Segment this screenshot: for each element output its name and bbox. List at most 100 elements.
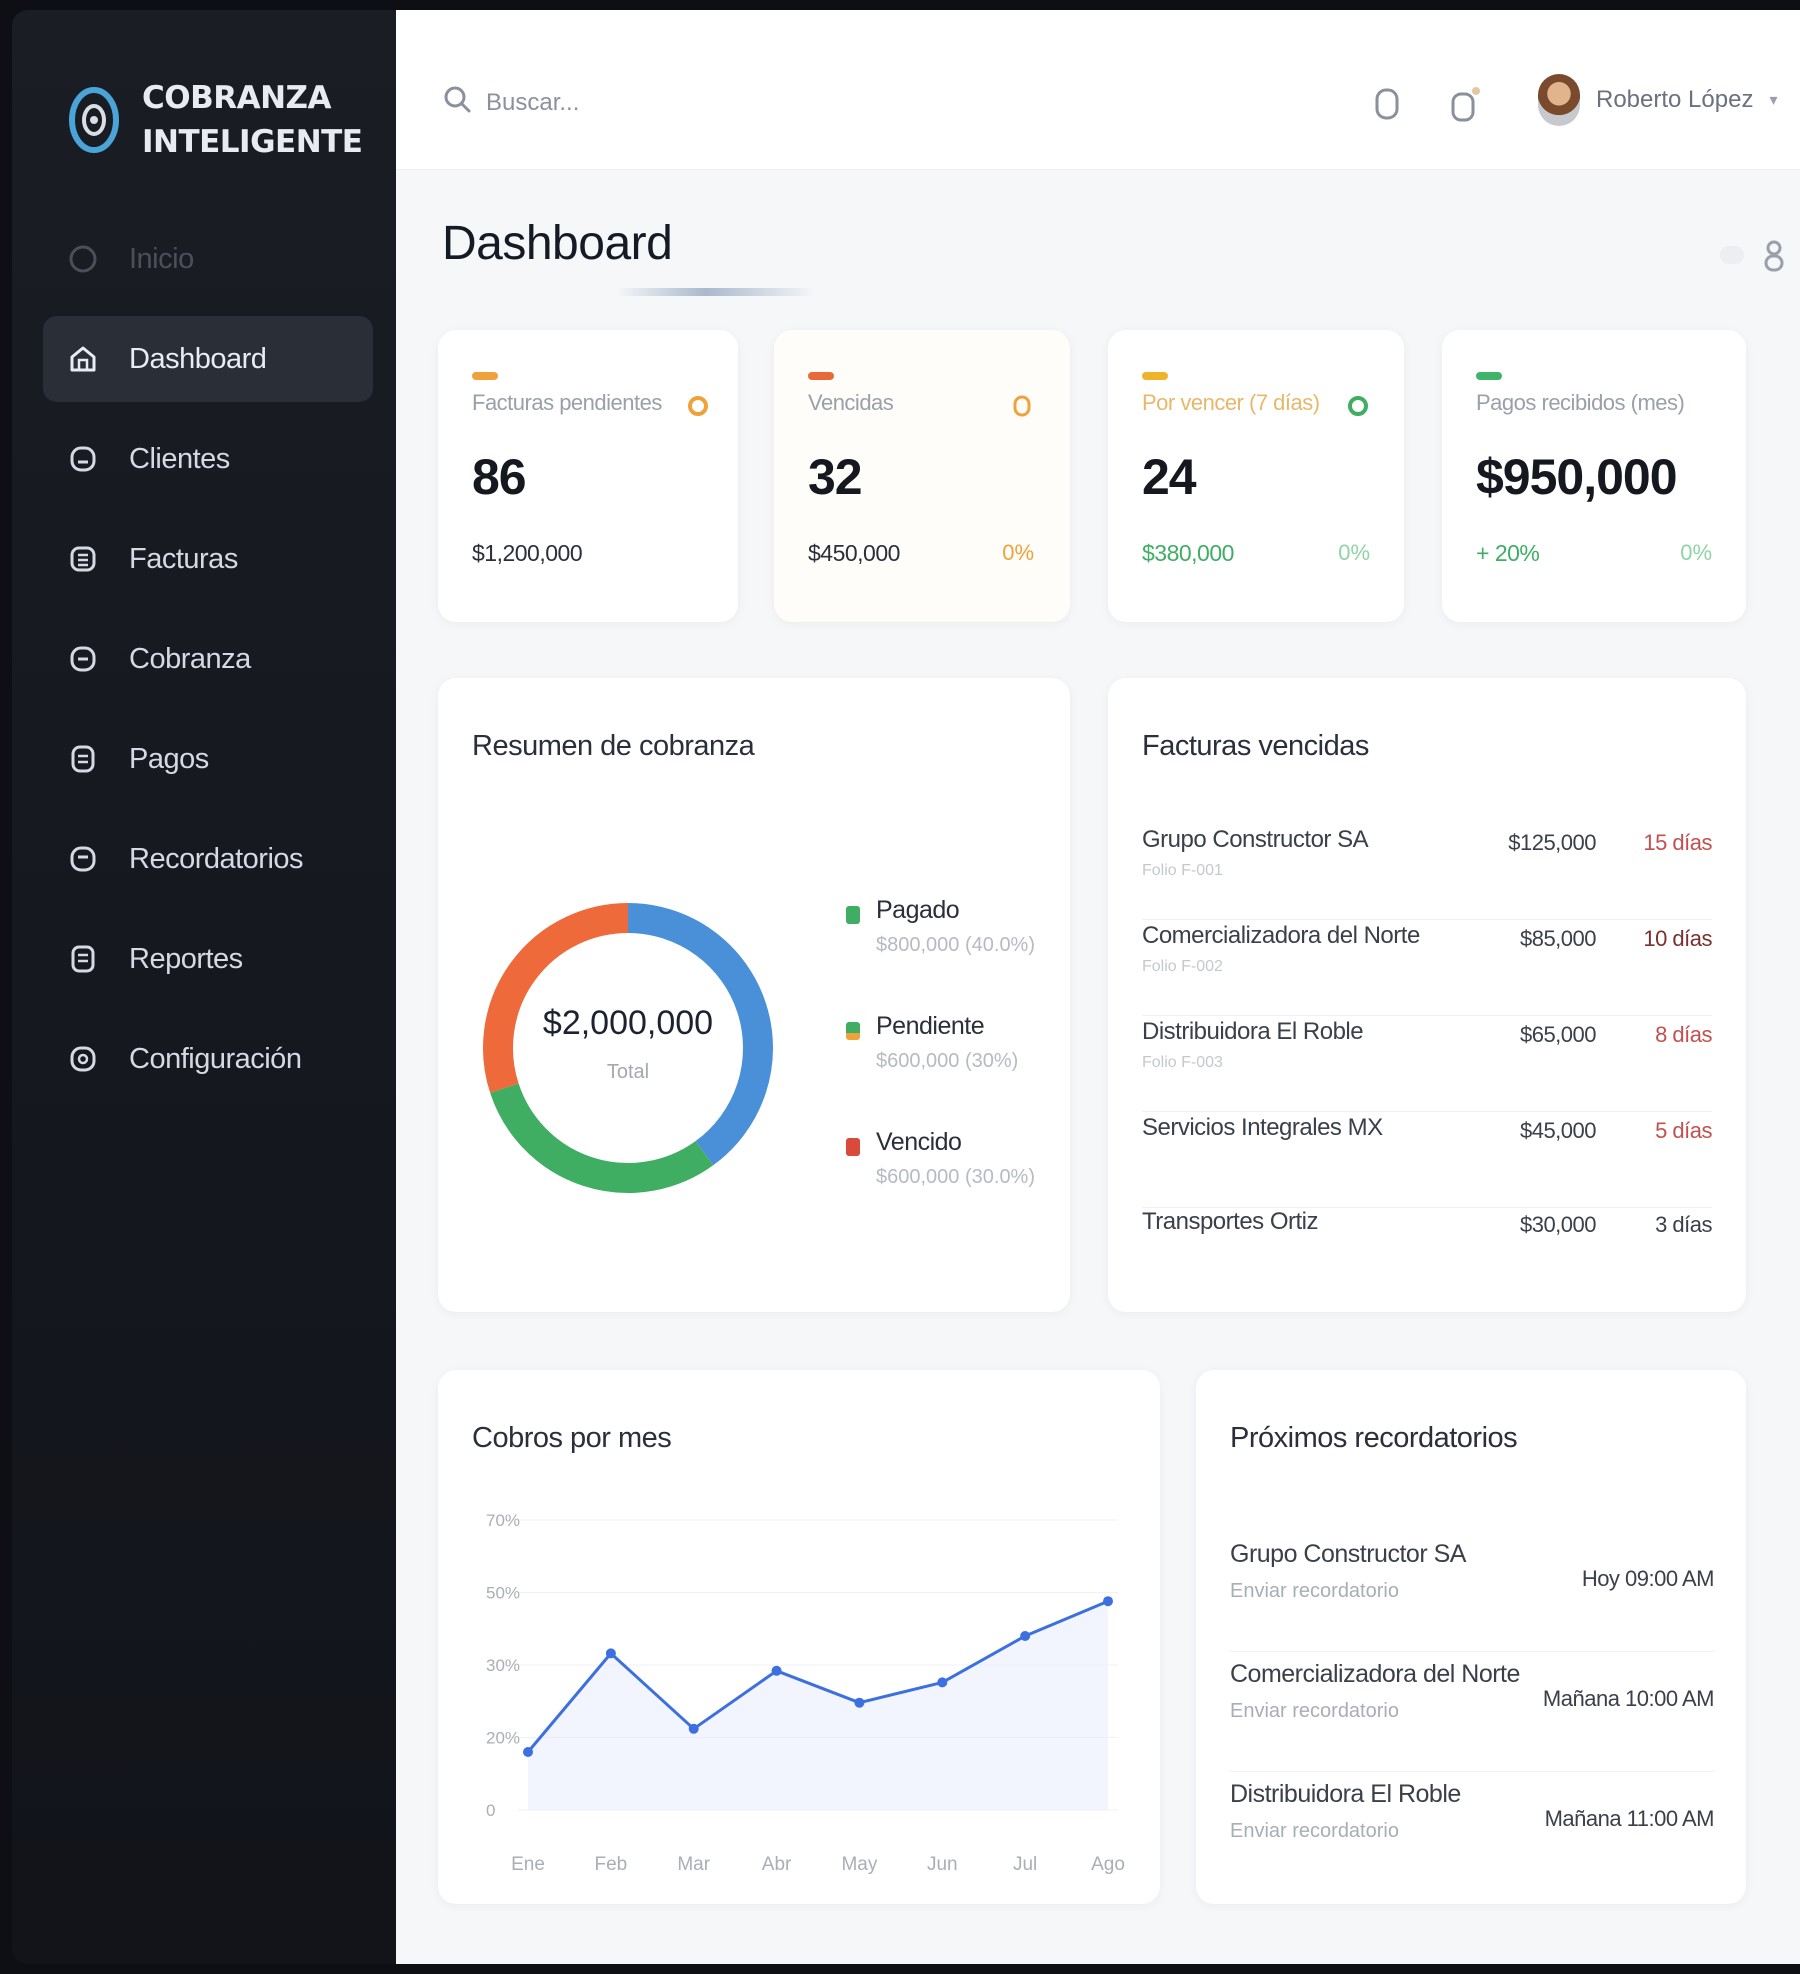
amount: $30,000 (1519, 1212, 1597, 1237)
card-title: Facturas vencidas (1142, 730, 1369, 762)
sidebar-item-recordatorios[interactable]: Recordatorios (43, 816, 373, 902)
kpi-change: + 20% (1476, 540, 1540, 566)
sidebar-item-inicio[interactable]: Inicio (43, 216, 373, 302)
search-bar[interactable]: Buscar... (442, 84, 579, 121)
brand-line-2: INTELIGENTE (142, 124, 363, 160)
days-overdue: 3 días (1655, 1212, 1712, 1237)
overdue-row[interactable]: Grupo Constructor SA Folio F-001 $125,00… (1142, 826, 1712, 920)
reminder-icon (67, 843, 99, 875)
data-point[interactable] (605, 1648, 616, 1659)
reminder-row[interactable]: Comercializadora del Norte Enviar record… (1230, 1660, 1715, 1772)
sidebar: COBRANZA INTELIGENTE Inicio Dashboard (12, 10, 396, 1964)
kpi-card-por-vencer[interactable]: Por vencer (7 días) 24 $380,000 0% (1108, 330, 1404, 622)
kpi-value: 86 (472, 449, 527, 505)
overdue-row[interactable]: Distribuidora El Roble Folio F-003 $65,0… (1142, 1018, 1712, 1112)
reminder-row[interactable]: Grupo Constructor SA Enviar recordatorio… (1230, 1540, 1715, 1652)
series-area (528, 1601, 1108, 1810)
kpi-trend: 0% (1680, 540, 1712, 565)
data-point[interactable] (688, 1723, 699, 1734)
donut-slice-vencido[interactable] (483, 903, 629, 1093)
client-name: Distribuidora El Roble (1142, 1018, 1364, 1045)
sidebar-item-cobranza[interactable]: Cobranza (43, 616, 373, 702)
search-input[interactable]: Buscar... (486, 88, 580, 116)
invoice-folio: Folio F-002 (1142, 958, 1223, 975)
sidebar-item-facturas[interactable]: Facturas (43, 516, 373, 602)
kpi-label: Vencidas (808, 390, 894, 415)
overdue-row[interactable]: Transportes Ortiz $30,000 3 días (1142, 1208, 1712, 1302)
client-name: Grupo Constructor SA (1142, 826, 1369, 853)
sidebar-item-clientes[interactable]: Clientes (43, 416, 373, 502)
topbar: Buscar... Roberto López ▾ (396, 10, 1800, 170)
kpi-value: $950,000 (1476, 449, 1678, 505)
donut-chart: $2,000,000 Total (483, 903, 773, 1193)
reminder-row[interactable]: Distribuidora El Roble Enviar recordator… (1230, 1780, 1715, 1892)
help-icon[interactable] (1372, 86, 1406, 124)
x-tick-label: Jun (927, 1854, 958, 1875)
donut-total-label: Total (607, 1061, 649, 1083)
overdue-row[interactable]: Comercializadora del Norte Folio F-002 $… (1142, 922, 1712, 1016)
card-title: Próximos recordatorios (1230, 1422, 1518, 1454)
kpi-amount: $450,000 (808, 540, 900, 566)
kpi-card-facturas-pendientes[interactable]: Facturas pendientes 86 $1,200,000 (438, 330, 738, 622)
amount: $65,000 (1519, 1022, 1597, 1047)
overdue-row[interactable]: Servicios Integrales MX $45,000 5 días (1142, 1114, 1712, 1208)
reminder-time: Mañana 10:00 AM (1542, 1686, 1715, 1711)
logo-icon (66, 80, 122, 160)
user-settings-icon[interactable] (1758, 238, 1790, 274)
sidebar-item-pagos[interactable]: Pagos (43, 716, 373, 802)
data-point[interactable] (937, 1677, 948, 1688)
invoice-folio: Folio F-003 (1142, 1054, 1223, 1071)
kpi-card-vencidas[interactable]: Vencidas 32 $450,000 0% (774, 330, 1070, 622)
x-tick-label: Mar (677, 1854, 710, 1875)
x-tick-label: Jul (1013, 1854, 1037, 1875)
donut-slice-pagado[interactable] (627, 903, 773, 1166)
invoice-icon (67, 543, 99, 575)
kpi-card-pagos-recibidos[interactable]: Pagos recibidos (mes) $950,000 + 20% 0% (1442, 330, 1746, 622)
line-chart: 0 20% 30% 50% 70% Ene Feb Mar Abr May Jun Jul Ago (486, 1511, 1125, 1875)
title-underline (616, 288, 816, 296)
reminder-action: Enviar recordatorio (1230, 1580, 1399, 1602)
kpi-amount: $380,000 (1142, 540, 1234, 566)
donut-slice-pendiente[interactable] (490, 1083, 714, 1193)
user-menu[interactable]: Roberto López ▾ (1538, 74, 1777, 126)
alert-icon (1010, 392, 1034, 420)
sidebar-item-configuracion[interactable]: Configuración (43, 1016, 373, 1102)
amount: $125,000 (1508, 830, 1596, 855)
x-tick-label: Ene (511, 1854, 545, 1875)
main-content: Buscar... Roberto López ▾ Dashboard (396, 10, 1800, 1964)
home-icon (67, 243, 99, 275)
sidebar-item-label: Pagos (129, 742, 209, 775)
upcoming-reminders-card: Próximos recordatorios Grupo Constructor… (1196, 1370, 1746, 1904)
days-overdue: 8 días (1655, 1022, 1712, 1047)
x-tick-label: May (841, 1854, 877, 1875)
client-name: Comercializadora del Norte (1230, 1660, 1520, 1688)
notification-bell-icon[interactable] (1448, 86, 1482, 124)
data-point[interactable] (854, 1697, 865, 1708)
sidebar-item-dashboard[interactable]: Dashboard (43, 316, 373, 402)
reminder-action: Enviar recordatorio (1230, 1820, 1399, 1842)
y-tick-label: 30% (486, 1656, 520, 1675)
reminder-time: Mañana 11:00 AM (1544, 1806, 1715, 1831)
data-point[interactable] (1103, 1596, 1113, 1607)
sidebar-item-label: Recordatorios (129, 842, 304, 875)
client-name: Transportes Ortiz (1142, 1208, 1319, 1235)
legend-swatch (846, 1022, 860, 1040)
filter-icon[interactable] (1716, 238, 1748, 274)
y-tick-label: 70% (486, 1511, 520, 1530)
days-overdue: 10 días (1643, 926, 1712, 951)
data-point[interactable] (771, 1665, 782, 1676)
legend-swatch (846, 906, 860, 924)
chevron-down-icon: ▾ (1769, 92, 1778, 109)
amount: $85,000 (1519, 926, 1597, 951)
kpi-change: 0% (1002, 540, 1034, 565)
sidebar-item-label: Clientes (129, 442, 230, 475)
data-point[interactable] (523, 1747, 533, 1757)
kpi-change: 0% (1338, 540, 1370, 565)
legend-item: Vencido $600,000 (30.0%) (846, 1128, 1066, 1208)
dashboard-icon (67, 343, 99, 375)
data-point[interactable] (1020, 1631, 1031, 1641)
donut-total: $2,000,000 (543, 1004, 713, 1042)
card-title: Cobros por mes (472, 1422, 672, 1454)
sidebar-item-reportes[interactable]: Reportes (43, 916, 373, 1002)
brand[interactable]: COBRANZA INTELIGENTE (66, 76, 363, 164)
